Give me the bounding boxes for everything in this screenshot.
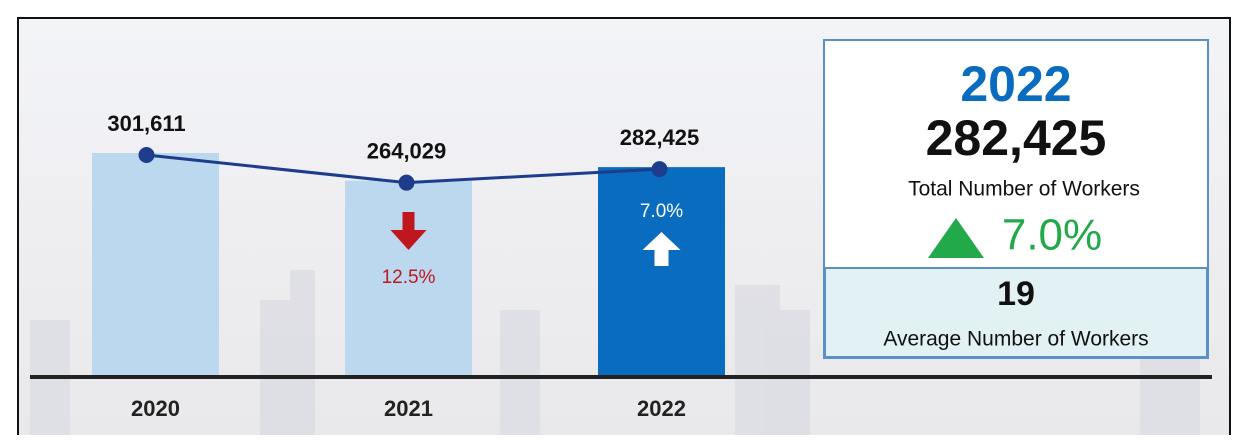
up-arrow — [642, 232, 681, 266]
bar — [92, 153, 219, 375]
value-label: 264,029 — [367, 138, 447, 163]
line-point — [138, 147, 155, 163]
change-label: 12.5% — [382, 267, 436, 288]
panel-average: 19 — [997, 275, 1035, 313]
line-point — [398, 174, 415, 191]
panel-average-label: Average Number of Workers — [883, 328, 1148, 351]
panel-total: 282,425 — [926, 110, 1107, 166]
summary-panel: 2022 282,425 Total Number of Workers 7.0… — [823, 39, 1209, 359]
panel-total-label: Total Number of Workers — [908, 178, 1140, 201]
down-arrow — [390, 212, 427, 250]
up-triangle — [928, 218, 984, 258]
x-tick-label: 2020 — [131, 396, 180, 421]
panel-year: 2022 — [960, 56, 1071, 112]
plot: 2020 2021 12.5% 2022 7.0% 301,611 264,029 282,4… — [92, 111, 725, 421]
bar — [598, 167, 725, 375]
panel-change: 7.0% — [1002, 211, 1102, 260]
change-label: 7.0% — [640, 201, 683, 222]
line-point — [651, 161, 668, 178]
value-label: 301,611 — [107, 111, 185, 136]
panel-bottom — [824, 267, 1208, 358]
x-tick-label: 2021 — [384, 396, 433, 421]
value-label: 282,425 — [620, 125, 700, 150]
x-tick-label: 2022 — [637, 396, 686, 421]
